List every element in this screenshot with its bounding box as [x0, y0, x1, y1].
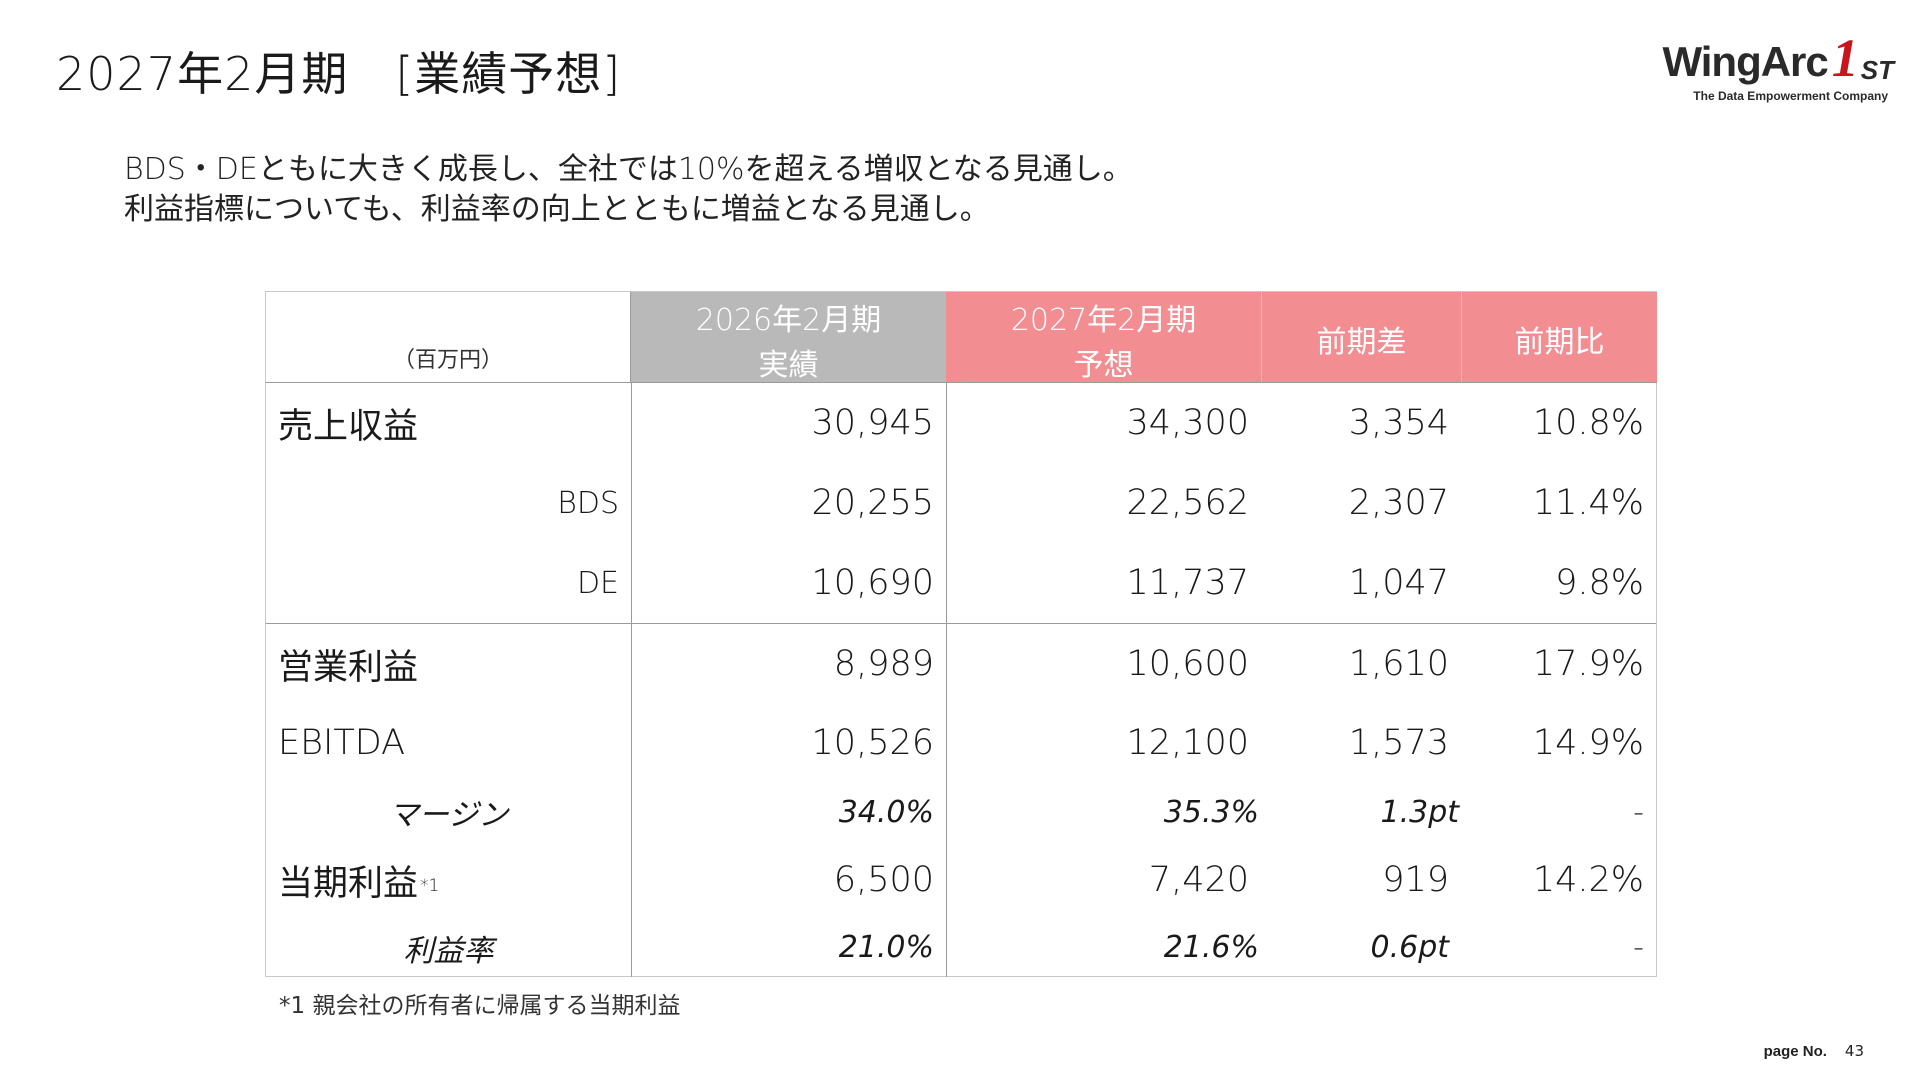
row-label: マージン [388, 798, 509, 833]
value-ratio: 10.8% [1532, 403, 1644, 443]
footnote: *1 親会社の所有者に帰属する当期利益 [279, 993, 681, 1019]
table-row-profit-margin: 利益率 21.0% 21.6% 0.6pt - [266, 918, 1656, 977]
value-prev: 30,945 [811, 403, 934, 443]
value-diff: 1.3pt [1380, 794, 1459, 830]
value-ratio: - [1633, 930, 1644, 965]
summary-line-2: 利益指標についても、利益率の向上とともに増益となる見通し。 [124, 192, 990, 227]
value-diff: 1,610 [1348, 644, 1449, 684]
value-prev: 6,500 [833, 860, 934, 900]
value-diff: 1,573 [1348, 723, 1449, 763]
value-diff: 1,047 [1348, 563, 1449, 603]
page-number: page No. 43 [1764, 1042, 1864, 1060]
value-next: 12,100 [1126, 723, 1249, 763]
header-diff-label: 前期差 [1316, 325, 1407, 360]
column-divider [946, 383, 947, 977]
value-ratio: 14.9% [1532, 723, 1644, 763]
value-ratio: 11.4% [1532, 483, 1644, 523]
header-unit-cell: （百万円） [266, 292, 631, 383]
header-ratio-label: 前期比 [1514, 325, 1605, 360]
page-title: 2027年2月期 [業績予想] [56, 47, 622, 101]
table-row-ebitda: EBITDA 10,526 12,100 1,573 14.9% [266, 704, 1656, 782]
logo-tagline: The Data Empowerment Company [1693, 88, 1888, 103]
summary-text: BDS・DEともに大きく成長し、全社では10%を超える増収となる見通し。 利益指… [124, 150, 1133, 230]
table-row-de: DE 10,690 11,737 1,047 9.8% [266, 543, 1656, 623]
value-diff: 0.6pt [1370, 930, 1449, 965]
table-row-bds: BDS 20,255 22,562 2,307 11.4% [266, 463, 1656, 543]
table-row-revenue: 売上収益 30,945 34,300 3,354 10.8% [266, 383, 1656, 463]
value-prev: 21.0% [838, 930, 934, 965]
section-divider [266, 623, 1656, 624]
unit-label: （百万円） [392, 348, 503, 373]
table-row-operating-profit: 営業利益 8,989 10,600 1,610 17.9% [266, 624, 1656, 704]
forecast-table: （百万円） 2026年2月期 実績 2027年2月期 予想 前期差 前期比 売上… [265, 291, 1657, 977]
logo-one: 1 [1831, 28, 1859, 88]
value-next: 34,300 [1126, 403, 1249, 443]
value-prev: 10,690 [811, 563, 934, 603]
row-label: DE [576, 565, 619, 601]
value-diff: 3,354 [1348, 403, 1449, 443]
row-label: 売上収益 [278, 406, 419, 447]
value-prev: 20,255 [811, 483, 934, 523]
value-ratio: 17.9% [1532, 644, 1644, 684]
value-prev: 10,526 [811, 723, 934, 763]
row-label-wrap: 当期利益 *1 [266, 842, 631, 918]
value-prev: 34.0% [838, 794, 934, 830]
value-next: 10,600 [1126, 644, 1249, 684]
value-next: 7,420 [1148, 860, 1249, 900]
column-divider [631, 383, 632, 977]
company-logo: WingArc 1 ST The Data Empowerment Compan… [1662, 28, 1894, 103]
value-next: 35.3% [1163, 794, 1259, 830]
logo-st: ST [1860, 54, 1894, 85]
header-prev-actual: 2026年2月期 実績 [631, 292, 946, 383]
header-next-kind: 予想 [1073, 348, 1134, 383]
value-next: 22,562 [1126, 483, 1249, 523]
header-next-year: 2027年2月期 [1010, 303, 1197, 338]
row-label: 利益率 [403, 933, 494, 969]
value-diff: 2,307 [1348, 483, 1449, 523]
value-ratio: 9.8% [1555, 563, 1644, 603]
value-next: 11,737 [1126, 563, 1249, 603]
value-ratio: - [1633, 794, 1644, 830]
value-next: 21.6% [1163, 930, 1259, 965]
value-ratio: 14.2% [1532, 860, 1644, 900]
logo-wordmark: WingArc [1662, 37, 1828, 85]
header-prev-kind: 実績 [758, 348, 819, 383]
header-ratio: 前期比 [1461, 292, 1657, 383]
row-label: BDS [557, 485, 619, 521]
footnote-marker: *1 [420, 876, 440, 896]
header-next-forecast: 2027年2月期 予想 [946, 292, 1261, 383]
row-label: 当期利益 [278, 863, 419, 904]
page-number-value: 43 [1844, 1042, 1864, 1060]
table-row-ebitda-margin: マージン 34.0% 35.3% 1.3pt - [266, 782, 1656, 842]
value-diff: 919 [1382, 860, 1449, 900]
header-diff: 前期差 [1261, 292, 1461, 383]
summary-line-1: BDS・DEともに大きく成長し、全社では10%を超える増収となる見通し。 [124, 152, 1133, 187]
header-prev-year: 2026年2月期 [695, 303, 882, 338]
row-label: 営業利益 [278, 647, 419, 688]
logo-1st-mark: 1 ST [1831, 28, 1894, 88]
row-label: EBITDA [278, 723, 406, 763]
page-number-label: page No. [1763, 1043, 1827, 1060]
table-row-net-profit: 当期利益 *1 6,500 7,420 919 14.2% [266, 842, 1656, 918]
value-prev: 8,989 [833, 644, 934, 684]
